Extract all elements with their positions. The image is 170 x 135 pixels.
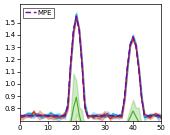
Legend: MPE: MPE xyxy=(23,8,54,18)
